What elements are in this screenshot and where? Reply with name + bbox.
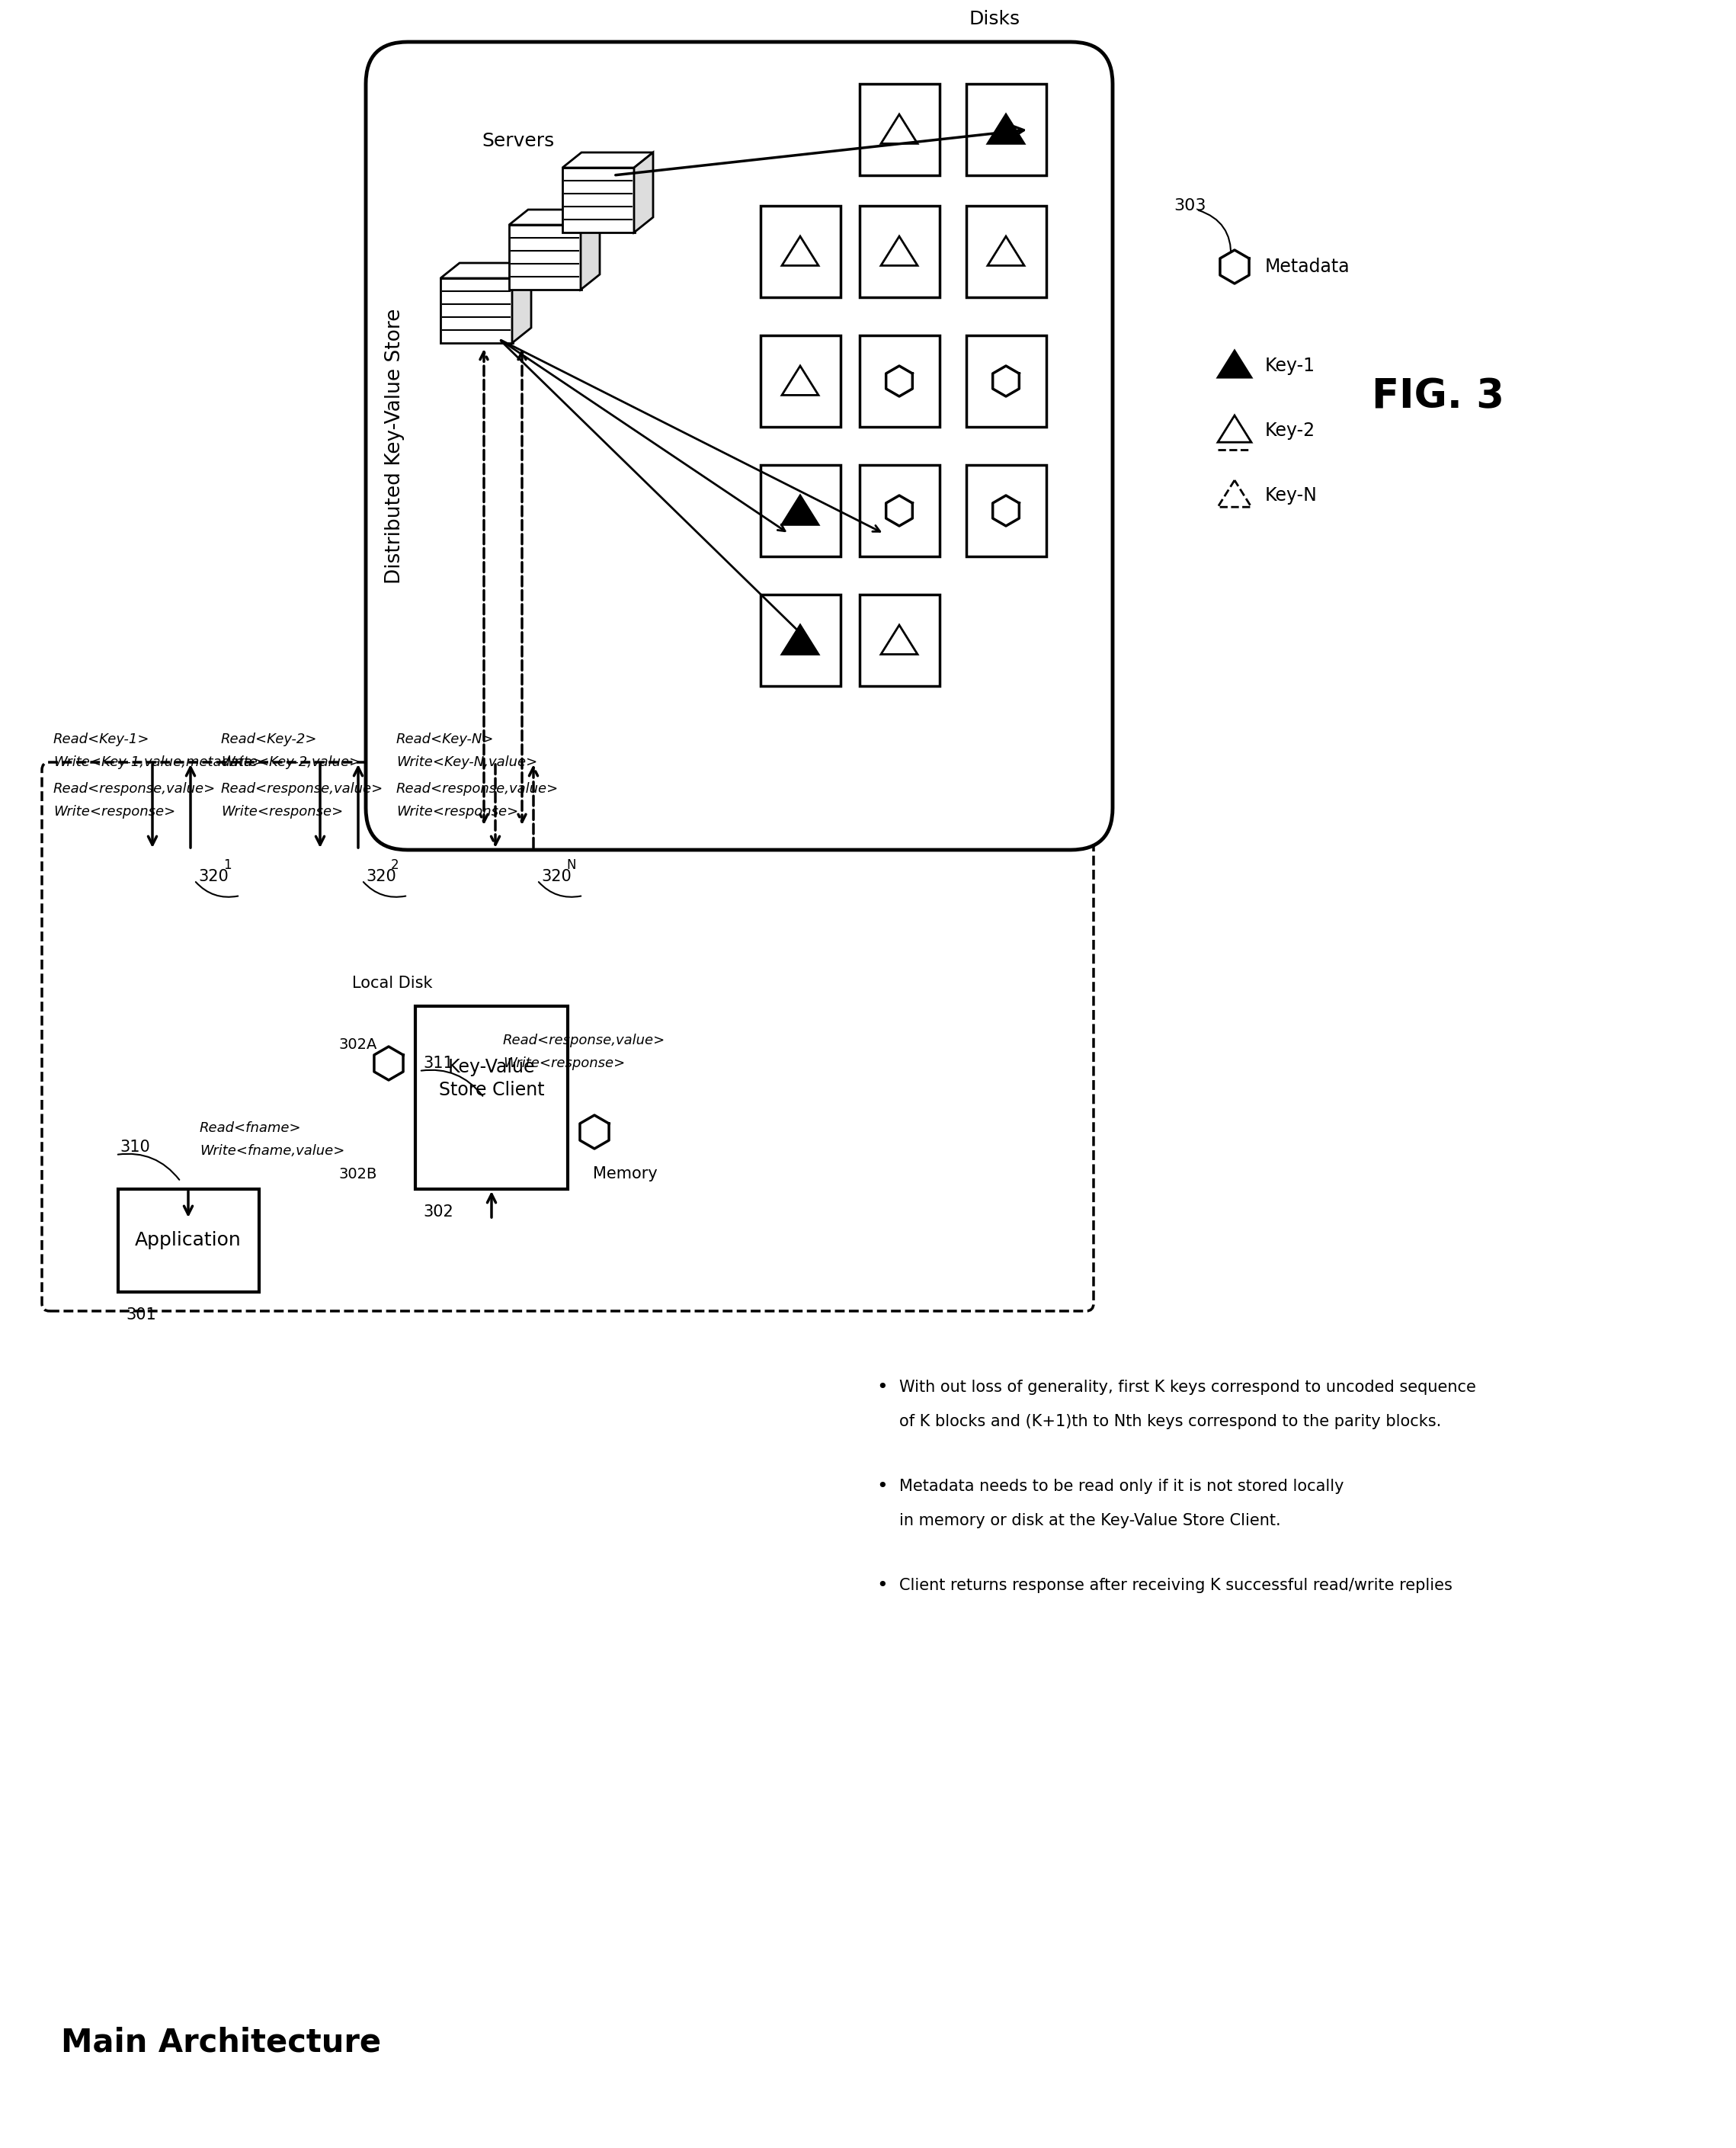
Polygon shape [781, 625, 818, 655]
Text: Write<response>: Write<response> [396, 806, 519, 818]
Bar [760, 335, 840, 427]
Polygon shape [1220, 249, 1250, 284]
Text: of K blocks and (K+1)th to Nth keys correspond to the parity blocks.: of K blocks and (K+1)th to Nth keys corr… [899, 1413, 1441, 1428]
Text: Store Client: Store Client [439, 1080, 545, 1100]
Polygon shape [988, 236, 1024, 266]
Polygon shape [375, 1046, 403, 1080]
Text: Read<response,value>: Read<response,value> [220, 782, 384, 795]
Polygon shape [1217, 481, 1252, 507]
Text: 302B: 302B [339, 1166, 377, 1181]
Polygon shape [880, 625, 918, 655]
Bar [967, 84, 1047, 176]
Bar [859, 84, 939, 176]
Text: Key-1: Key-1 [1266, 357, 1316, 376]
Polygon shape [582, 211, 599, 290]
Polygon shape [512, 262, 531, 344]
Polygon shape [880, 114, 918, 144]
Bar [441, 279, 512, 344]
Polygon shape [988, 114, 1024, 144]
Text: in memory or disk at the Key-Value Store Client.: in memory or disk at the Key-Value Store… [899, 1512, 1281, 1527]
Text: Read<fname>: Read<fname> [200, 1121, 302, 1134]
Bar [509, 226, 582, 290]
Polygon shape [1217, 415, 1252, 442]
Bar [760, 206, 840, 296]
Text: Key-2: Key-2 [1266, 421, 1316, 440]
FancyBboxPatch shape [366, 43, 1113, 851]
Bar [118, 1190, 259, 1291]
Text: Write<response>: Write<response> [220, 806, 344, 818]
Text: 320: 320 [542, 870, 571, 885]
Text: 302: 302 [424, 1205, 453, 1220]
Bar [859, 206, 939, 296]
Polygon shape [880, 236, 918, 266]
Polygon shape [885, 365, 913, 397]
Text: Distributed Key-Value Store: Distributed Key-Value Store [385, 307, 404, 584]
Bar [859, 335, 939, 427]
Text: Read<Key-1>: Read<Key-1> [54, 732, 149, 745]
Text: •: • [877, 1577, 887, 1594]
Text: Write<Key-N,value>: Write<Key-N,value> [396, 756, 538, 769]
Text: Write<Key-1,value,metadata>: Write<Key-1,value,metadata> [54, 756, 264, 769]
Text: Application: Application [135, 1231, 241, 1250]
Text: 311: 311 [424, 1055, 453, 1072]
Text: N: N [566, 859, 576, 872]
Polygon shape [580, 1115, 609, 1149]
Text: Write<Key-2,value>: Write<Key-2,value> [220, 756, 361, 769]
Polygon shape [562, 153, 653, 168]
Polygon shape [1217, 350, 1252, 378]
Text: 301: 301 [125, 1308, 156, 1323]
FancyBboxPatch shape [42, 763, 1094, 1310]
Text: Read<Key-2>: Read<Key-2> [220, 732, 318, 745]
Text: •: • [877, 1379, 887, 1396]
Bar [967, 206, 1047, 296]
Polygon shape [781, 496, 818, 524]
Text: 1: 1 [224, 859, 231, 872]
Polygon shape [993, 365, 1019, 397]
Text: Main Architecture: Main Architecture [61, 2028, 382, 2058]
Text: Read<response,value>: Read<response,value> [396, 782, 559, 795]
Bar [967, 464, 1047, 556]
Text: 320: 320 [198, 870, 229, 885]
Text: Metadata: Metadata [1266, 258, 1351, 275]
Text: Servers: Servers [483, 131, 554, 150]
Text: Write<fname,value>: Write<fname,value> [200, 1145, 345, 1158]
Text: Local Disk: Local Disk [352, 975, 432, 990]
Polygon shape [781, 236, 818, 266]
Bar [760, 595, 840, 685]
Text: Read<response,value>: Read<response,value> [54, 782, 215, 795]
Text: 320: 320 [366, 870, 396, 885]
Text: •: • [877, 1478, 887, 1495]
Text: 303: 303 [1174, 198, 1207, 213]
Polygon shape [509, 211, 599, 226]
Polygon shape [634, 153, 653, 232]
Text: FIG. 3: FIG. 3 [1371, 376, 1505, 417]
Bar [859, 595, 939, 685]
Bar [859, 464, 939, 556]
Text: Write<response>: Write<response> [54, 806, 175, 818]
Bar [562, 168, 635, 232]
Text: Read<response,value>: Read<response,value> [503, 1033, 665, 1048]
Text: Disks: Disks [969, 11, 1021, 28]
Text: 310: 310 [120, 1141, 149, 1156]
Text: Client returns response after receiving K successful read/write replies: Client returns response after receiving … [899, 1579, 1453, 1594]
Text: Key-Value: Key-Value [448, 1059, 535, 1076]
Text: 302A: 302A [339, 1037, 377, 1053]
Text: Memory: Memory [592, 1166, 658, 1181]
Bar [415, 1005, 568, 1190]
Text: Key-N: Key-N [1266, 485, 1318, 505]
Text: Write<response>: Write<response> [503, 1057, 625, 1070]
Text: Read<Key-N>: Read<Key-N> [396, 732, 495, 745]
Text: 2: 2 [391, 859, 399, 872]
Bar [760, 464, 840, 556]
Text: With out loss of generality, first K keys correspond to uncoded sequence: With out loss of generality, first K key… [899, 1379, 1476, 1394]
Polygon shape [781, 365, 818, 395]
Bar [967, 335, 1047, 427]
Polygon shape [885, 496, 913, 526]
Polygon shape [441, 262, 531, 279]
Text: Metadata needs to be read only if it is not stored locally: Metadata needs to be read only if it is … [899, 1478, 1344, 1495]
Polygon shape [993, 496, 1019, 526]
